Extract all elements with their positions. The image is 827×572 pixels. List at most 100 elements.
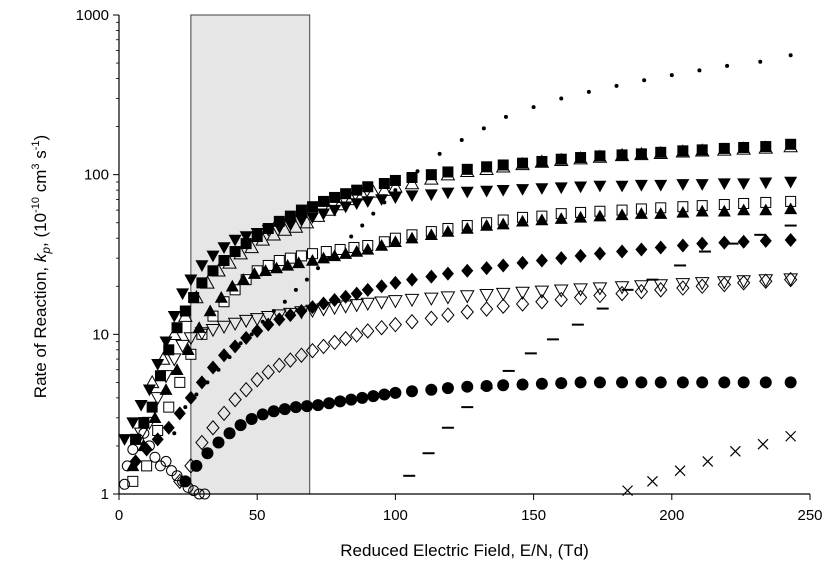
- dot-marker: [459, 137, 464, 142]
- dot-marker: [481, 126, 486, 131]
- open-down-triangle-marker: [388, 295, 403, 309]
- filled-triangle-marker: [615, 208, 629, 221]
- open-down-triangle-marker: [271, 309, 287, 323]
- filled-circle-marker: [654, 376, 667, 389]
- filled-down-triangle-marker: [516, 184, 530, 196]
- open-triangle-marker: [255, 232, 271, 246]
- filled-down-triangle-marker: [496, 184, 510, 197]
- open-diamond-marker: [615, 285, 629, 302]
- filled-down-triangle-marker: [317, 208, 331, 221]
- open-down-triangle-marker: [716, 276, 732, 290]
- open-circle-marker: [121, 460, 133, 472]
- open-triangle-marker: [758, 140, 774, 154]
- filled-diamond-marker: [593, 246, 606, 261]
- dot-marker: [503, 114, 508, 119]
- filled-triangle-marker: [424, 228, 438, 241]
- open-circle-marker: [182, 481, 194, 493]
- filled-circle-marker: [323, 397, 336, 410]
- filled-circle-marker: [635, 376, 648, 389]
- filled-triangle-marker: [460, 222, 474, 234]
- filled-down-triangle-marker: [388, 192, 402, 204]
- open-square-marker: [141, 460, 153, 472]
- open-square-marker: [273, 255, 285, 267]
- open-down-triangle-marker: [194, 327, 210, 341]
- open-down-triangle-marker: [783, 273, 799, 287]
- open-down-triangle-marker: [614, 281, 630, 295]
- filled-down-triangle-marker: [441, 187, 455, 200]
- filled-circle-marker: [300, 400, 313, 413]
- open-circle-marker: [166, 465, 178, 477]
- y-axis-title-prefix: Rate of Reaction,: [31, 262, 50, 398]
- filled-diamond-marker: [229, 339, 242, 354]
- filled-square-marker: [442, 166, 454, 178]
- dot-marker: [282, 299, 287, 304]
- filled-square-marker: [575, 152, 587, 164]
- open-triangle-marker: [614, 147, 630, 162]
- series-diamond-filled: [129, 232, 797, 469]
- open-down-triangle-marker: [260, 310, 276, 325]
- series-triangle-down-filled: [118, 176, 798, 446]
- filled-triangle-marker: [717, 204, 731, 217]
- open-circle-marker: [171, 470, 183, 482]
- dot-marker: [238, 341, 243, 346]
- open-circle-marker: [188, 485, 200, 497]
- filled-triangle-marker: [554, 212, 568, 224]
- open-triangle-marker: [440, 167, 456, 181]
- open-down-triangle-marker: [349, 299, 365, 313]
- filled-diamond-marker: [284, 308, 297, 323]
- filled-diamond-marker: [497, 258, 510, 273]
- filled-down-triangle-marker: [615, 180, 629, 193]
- filled-diamond-marker: [295, 304, 308, 319]
- filled-circle-marker: [267, 405, 280, 418]
- filled-circle-marker: [289, 401, 302, 414]
- open-down-triangle-marker: [653, 279, 669, 293]
- filled-triangle-marker: [339, 247, 353, 259]
- open-diamond-marker: [460, 304, 474, 320]
- open-diamond-marker: [717, 276, 731, 293]
- open-triangle-marker: [404, 176, 420, 190]
- filled-triangle-marker: [292, 256, 306, 269]
- filled-down-triangle-marker: [759, 177, 773, 190]
- filled-diamond-marker: [173, 406, 186, 421]
- open-triangle-marker: [573, 151, 588, 165]
- open-down-triangle-marker: [758, 274, 774, 288]
- filled-square-marker: [718, 142, 730, 154]
- filled-circle-marker: [367, 390, 380, 403]
- filled-square-marker: [171, 322, 183, 334]
- filled-square-marker: [517, 157, 529, 169]
- open-triangle-marker: [653, 145, 669, 160]
- dot-marker: [758, 59, 763, 64]
- filled-circle-marker: [616, 376, 629, 389]
- dot-marker: [437, 151, 442, 156]
- open-diamond-marker: [695, 278, 709, 295]
- open-diamond-marker: [479, 301, 494, 317]
- filled-diamond-marker: [240, 330, 253, 345]
- filled-diamond-marker: [441, 266, 454, 281]
- open-square-marker: [320, 246, 332, 258]
- open-down-triangle-marker: [227, 317, 243, 331]
- filled-diamond-marker: [654, 240, 667, 255]
- filled-triangle-marker: [695, 204, 709, 217]
- filled-square-marker: [284, 210, 296, 222]
- filled-circle-marker: [356, 391, 369, 404]
- open-down-triangle-marker: [495, 287, 511, 302]
- filled-triangle-marker: [784, 202, 798, 215]
- open-diamond-marker: [294, 347, 309, 363]
- filled-triangle-marker: [214, 291, 228, 303]
- filled-circle-marker: [676, 376, 689, 389]
- filled-down-triangle-marker: [228, 234, 242, 247]
- filled-square-marker: [461, 163, 473, 175]
- filled-circle-marker: [696, 376, 709, 389]
- cross-marker: [702, 455, 714, 467]
- filled-diamond-marker: [635, 242, 648, 257]
- filled-triangle-marker: [388, 235, 402, 247]
- dot-marker: [531, 105, 536, 110]
- open-triangle-marker: [177, 308, 193, 322]
- filled-diamond-marker: [535, 253, 548, 268]
- filled-triangle-marker: [181, 343, 195, 356]
- filled-square-marker: [240, 238, 252, 250]
- open-diamond-marker: [374, 319, 389, 336]
- open-triangle-marker: [233, 246, 248, 260]
- filled-diamond-marker: [218, 348, 231, 363]
